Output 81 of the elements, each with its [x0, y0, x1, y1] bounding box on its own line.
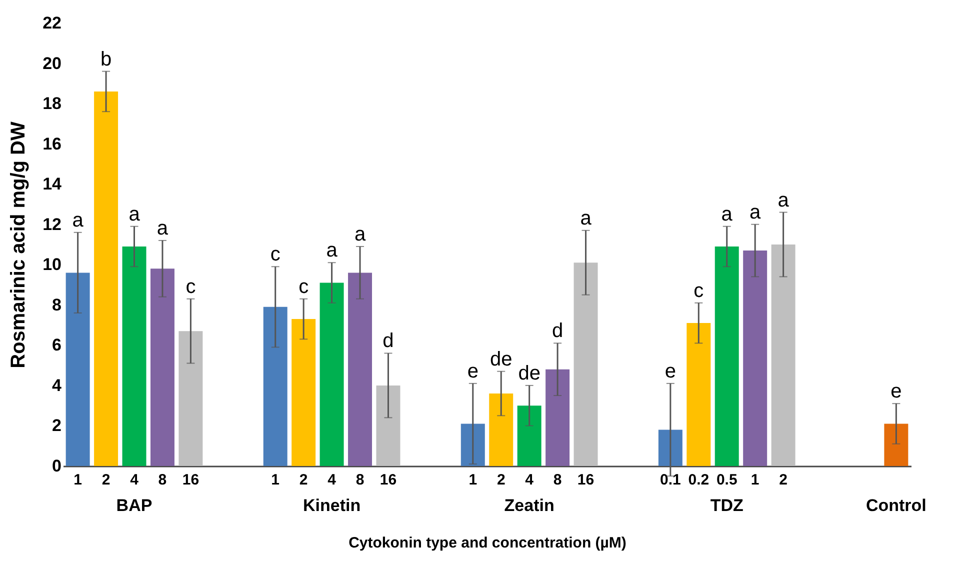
x-tick-label: 1	[468, 472, 478, 488]
x-tick-label: 4	[130, 472, 140, 488]
text: Control	[866, 496, 926, 515]
bar	[743, 250, 768, 466]
x-tick-label: 0.5	[716, 472, 738, 488]
text: BAP	[116, 496, 152, 515]
y-tick-label: 10	[42, 255, 62, 274]
data-label: a	[778, 189, 790, 212]
data-label: de	[518, 362, 540, 384]
y-tick-label: 8	[52, 295, 62, 314]
data-label: a	[128, 203, 141, 226]
x-tick-label: 16	[577, 472, 594, 488]
data-label: a	[354, 224, 366, 246]
x-tick-label: 2	[299, 472, 308, 488]
bar	[320, 282, 344, 466]
bar	[66, 272, 90, 466]
x-tick-label: 4	[525, 472, 534, 488]
x-tick-label: 2	[496, 472, 506, 488]
data-label: a	[750, 201, 762, 224]
text: Kinetin	[302, 496, 361, 515]
y-tick-label: 22	[42, 14, 62, 32]
y-tick-label: 18	[42, 94, 62, 114]
x-tick-label: 1	[271, 472, 280, 488]
data-label: a	[326, 240, 338, 262]
data-label: e	[890, 380, 902, 403]
bar	[178, 331, 203, 466]
bar	[292, 319, 316, 466]
bar	[574, 262, 598, 466]
x-tick-label: 2	[102, 472, 110, 488]
x-tick-label: 16	[380, 472, 397, 488]
x-tick-label: 8	[553, 472, 562, 488]
y-tick-label: 12	[42, 214, 62, 234]
text: TDZ	[710, 496, 744, 515]
data-label: e	[664, 360, 676, 382]
data-label: d	[382, 330, 394, 352]
data-label: d	[552, 320, 564, 342]
bar	[884, 424, 908, 466]
bar	[546, 369, 570, 466]
data-label: c	[270, 244, 280, 266]
bar	[658, 430, 682, 466]
data-label: c	[694, 280, 704, 302]
y-tick-label: 6	[52, 336, 62, 355]
data-label: a	[721, 203, 734, 226]
bar	[686, 323, 711, 466]
x-tick-label: 2	[779, 472, 788, 488]
bar	[348, 272, 372, 466]
y-tick-label: 4	[52, 376, 62, 395]
data-label: a	[156, 217, 169, 240]
data-label: de	[490, 348, 512, 370]
x-tick-label: 0.1	[660, 472, 681, 488]
x-tick-label: 8	[356, 472, 364, 488]
data-label: e	[467, 360, 478, 382]
bar	[517, 406, 542, 466]
data-label: c	[186, 276, 196, 298]
bar	[489, 394, 514, 466]
bar	[263, 306, 288, 466]
data-label: b	[100, 48, 112, 70]
data-label: c	[298, 276, 309, 298]
data-label: a	[72, 209, 84, 232]
x-tick-label: 1	[74, 472, 82, 488]
text: Zeatin	[504, 496, 554, 515]
bar	[94, 91, 118, 466]
y-tick-label: 20	[42, 54, 62, 73]
bar	[150, 268, 174, 466]
bar	[122, 246, 146, 466]
x-axis-title: Cytokonin type and concentration (µM)	[348, 534, 626, 552]
y-tick-label: 14	[42, 174, 62, 194]
bar	[460, 424, 485, 466]
bar	[714, 246, 739, 466]
y-tick-label: 16	[42, 134, 62, 154]
bar	[771, 244, 796, 466]
data-label: a	[580, 207, 592, 230]
x-tick-label: 4	[328, 472, 337, 488]
x-tick-label: 0.2	[688, 472, 710, 488]
x-tick-label: 16	[182, 472, 200, 488]
x-tick-label: 8	[158, 472, 167, 488]
y-tick-label: 2	[52, 416, 62, 436]
y-tick-label: 0	[52, 456, 62, 476]
bar	[376, 385, 400, 466]
x-tick-label: 1	[750, 472, 760, 488]
y-axis-title: Rosmarinic acid mg/g DW	[8, 122, 30, 368]
